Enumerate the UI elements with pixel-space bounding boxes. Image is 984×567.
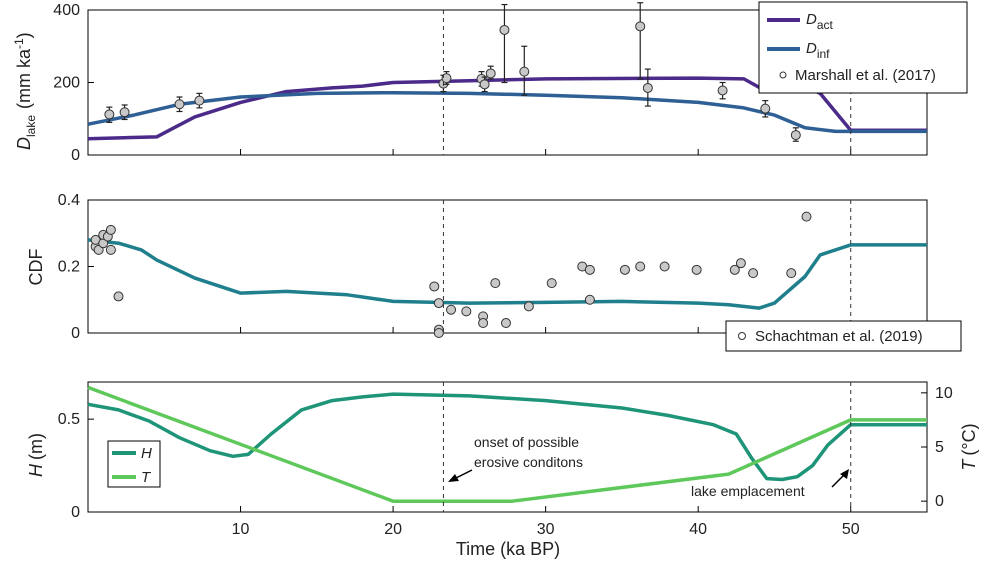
schachtman-point-9 xyxy=(429,281,440,292)
marshall-point-15 xyxy=(790,130,801,141)
legend-marshall-marker xyxy=(779,71,787,79)
bot-ytick-right-label-0: 0 xyxy=(935,493,944,510)
marshall-point-1 xyxy=(119,107,130,118)
bot-ytick-right-label-1: 5 xyxy=(935,439,944,456)
bottom-right-y-axis-label: T(°C) xyxy=(959,423,979,470)
annotation-lake-text: lake emplacement xyxy=(691,483,805,499)
panel-middle-series xyxy=(87,238,927,310)
marshall-point-10 xyxy=(519,66,530,77)
annotation-onset: onset of possible erosive conditons xyxy=(448,434,583,482)
top-y-axis-label: Dlake(mm ka-1) xyxy=(12,32,38,150)
schachtman-point-31 xyxy=(786,268,797,279)
bot-ytick-label-1: 0.5 xyxy=(58,411,80,428)
legend-top: Dact Dinf Marshall et al. (2017) xyxy=(758,1,968,94)
marshall-point-8 xyxy=(485,68,496,79)
annotation-lake-arrowhead xyxy=(840,469,849,479)
annotation-onset-line2: erosive conditons xyxy=(474,454,583,470)
annotation-lake-arrow xyxy=(831,473,846,488)
bottom-left-y-axis-label: H(m) xyxy=(26,433,46,477)
schachtman-point-20 xyxy=(546,278,557,289)
legend-bottom-box xyxy=(107,440,161,488)
annotation-lake: lake emplacement xyxy=(691,469,849,499)
x-tick-label-3: 40 xyxy=(689,521,707,538)
panel-middle-points xyxy=(90,211,812,338)
bot-ytick-label-0: 0 xyxy=(71,504,80,521)
series-T xyxy=(87,385,927,503)
schachtman-point-29 xyxy=(735,258,746,269)
mid-ytick-label-0: 0 xyxy=(71,325,80,342)
legend-marshall-label: Marshall et al. (2017) xyxy=(795,67,936,84)
x-axis-label: Time (ka BP) xyxy=(456,539,560,559)
series-H xyxy=(87,392,927,482)
schachtman-point-26 xyxy=(659,261,670,272)
x-tick-label-2: 30 xyxy=(537,521,555,538)
legend-schachtman-label: Schachtman et al. (2019) xyxy=(755,328,923,345)
marshall-point-14 xyxy=(760,103,771,114)
series-cdf xyxy=(87,238,927,310)
x-tick-label-0: 10 xyxy=(232,521,250,538)
schachtman-point-30 xyxy=(748,268,759,279)
bot-ytick-right-label-2: 10 xyxy=(935,385,953,402)
top-ytick-label-1: 200 xyxy=(53,75,80,92)
panel-top-ticks: 0 200 400 xyxy=(53,2,852,164)
schachtman-point-16 xyxy=(478,318,489,329)
top-ytick-label-2: 400 xyxy=(53,2,80,19)
schachtman-point-23 xyxy=(584,294,595,305)
panel-bottom: 0 0.5 0 5 10 10 20 30 40 50 xyxy=(58,381,953,538)
legend-dinf-label: Dinf xyxy=(806,40,830,61)
legend-t-label: T xyxy=(141,469,152,486)
panel-middle: 0 0.2 0.4 xyxy=(58,192,928,342)
middle-y-axis-label: CDF xyxy=(26,249,46,286)
panel-top-points xyxy=(104,2,801,142)
schachtman-point-24 xyxy=(619,264,630,275)
marshall-point-11 xyxy=(635,21,646,32)
mid-ytick-label-1: 0.2 xyxy=(58,259,80,276)
schachtman-point-17 xyxy=(490,278,501,289)
schachtman-point-22 xyxy=(584,264,595,275)
annotation-onset-line1: onset of possible xyxy=(474,434,579,450)
legend-middle-box xyxy=(725,320,962,352)
schachtman-point-12 xyxy=(433,328,444,338)
x-tick-label-4: 50 xyxy=(842,521,860,538)
marshall-point-5 xyxy=(441,73,452,84)
annotation-onset-arrowhead xyxy=(448,474,459,482)
legend-dact-label: Dact xyxy=(806,11,834,32)
schachtman-point-10 xyxy=(433,298,444,309)
schachtman-point-8 xyxy=(113,291,124,302)
schachtman-point-6 xyxy=(105,224,116,235)
marshall-point-7 xyxy=(479,79,490,90)
schachtman-point-13 xyxy=(446,304,457,315)
schachtman-point-19 xyxy=(523,301,534,312)
marshall-point-13 xyxy=(717,85,728,96)
schachtman-point-25 xyxy=(635,261,646,272)
mid-ytick-label-2: 0.4 xyxy=(58,192,80,209)
panel-middle-ticks: 0 0.2 0.4 xyxy=(58,192,852,342)
legend-schachtman-marker xyxy=(738,332,746,340)
panel-bottom-series xyxy=(87,385,927,503)
marshall-point-2 xyxy=(174,99,185,110)
marshall-point-12 xyxy=(642,82,653,93)
schachtman-point-32 xyxy=(801,211,812,222)
panel-bottom-ticks: 0 0.5 0 5 10 10 20 30 40 50 xyxy=(58,385,953,538)
legend-middle: Schachtman et al. (2019) xyxy=(725,320,962,352)
top-ytick-label-0: 0 xyxy=(71,147,80,164)
marshall-point-0 xyxy=(104,109,115,120)
x-tick-label-1: 20 xyxy=(384,521,402,538)
schachtman-point-14 xyxy=(461,306,472,317)
schachtman-point-18 xyxy=(500,318,511,329)
schachtman-point-28 xyxy=(729,264,740,275)
marshall-point-9 xyxy=(499,24,510,35)
schachtman-point-7 xyxy=(105,244,116,255)
schachtman-point-27 xyxy=(691,264,702,275)
marshall-point-3 xyxy=(194,95,205,106)
panel-middle-frame xyxy=(87,199,928,334)
legend-bottom: H T xyxy=(107,440,161,488)
legend-h-label: H xyxy=(141,445,152,462)
